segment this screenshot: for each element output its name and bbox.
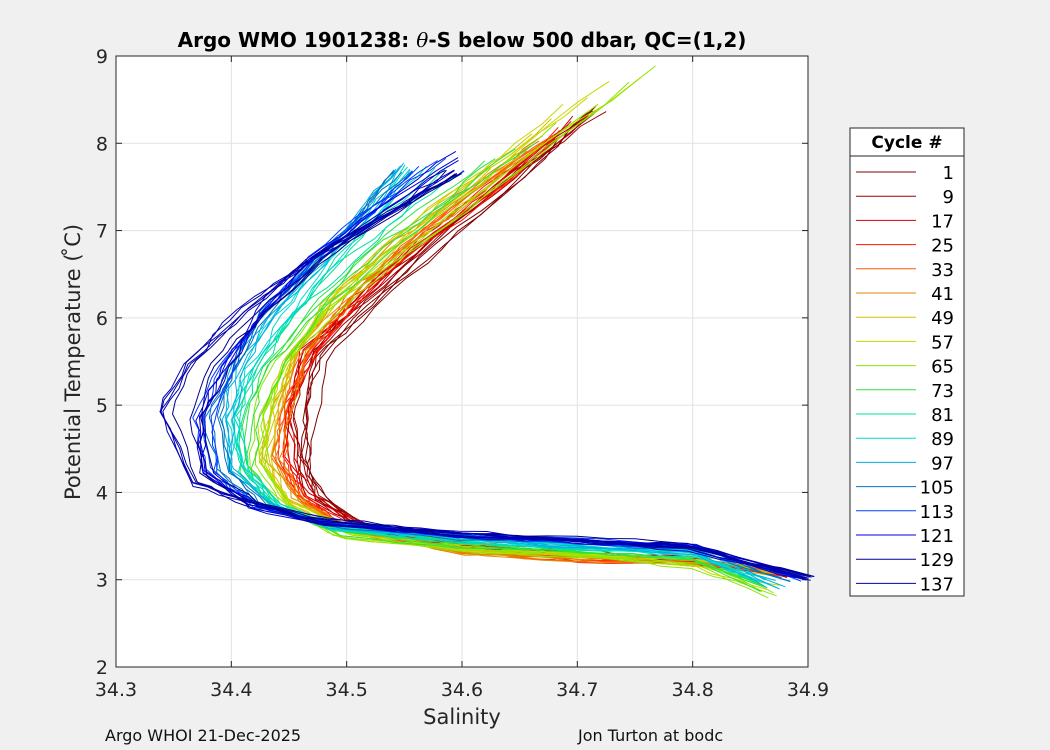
profile-line xyxy=(189,174,807,581)
chart-title: Argo WMO 1901238: θ-S below 500 dbar, QC… xyxy=(178,28,747,52)
legend-label: 57 xyxy=(931,332,954,353)
y-tick-label: 8 xyxy=(96,133,108,155)
profile-line xyxy=(262,161,778,570)
legend-entries: 1 9 17 25 33 41 49 57 65 73 81 89 97 105 113 121 129 137 xyxy=(856,163,954,595)
x-tick-labels: 34.3 34.4 34.5 34.6 34.7 34.8 34.9 xyxy=(95,679,829,701)
profile-line xyxy=(238,160,761,586)
y-tick-label: 9 xyxy=(96,46,108,68)
y-axis-label: Potential Temperature ( ̊C) xyxy=(61,224,85,500)
profile-line xyxy=(199,159,809,581)
legend-label: 81 xyxy=(931,405,954,426)
legend-label: 89 xyxy=(931,429,954,450)
legend-box xyxy=(849,127,965,597)
legend-label: 33 xyxy=(931,260,954,281)
legend-title: Cycle # xyxy=(871,133,942,153)
x-tick-label: 34.4 xyxy=(210,679,252,701)
legend-label: 9 xyxy=(943,187,954,208)
profile-line xyxy=(162,170,811,578)
profile-line xyxy=(160,169,815,578)
legend-label: 121 xyxy=(920,526,954,547)
profile-line xyxy=(258,77,768,590)
x-tick-label: 34.7 xyxy=(556,679,598,701)
plot-frame xyxy=(115,55,809,668)
chart-title-theta: θ xyxy=(416,28,428,52)
profile-line xyxy=(254,103,774,594)
legend-label: 49 xyxy=(931,308,954,329)
y-tick-label: 6 xyxy=(96,308,108,330)
legend-label: 137 xyxy=(920,574,954,595)
x-tick-label: 34.6 xyxy=(441,679,483,701)
x-axis-label: Salinity xyxy=(423,705,501,729)
y-tick-label: 5 xyxy=(96,395,108,417)
legend-label: 73 xyxy=(931,381,954,402)
profile-line xyxy=(248,122,762,593)
legend-label: 105 xyxy=(920,478,954,499)
profile-lines xyxy=(159,65,815,599)
legend: Cycle # 1 9 17 25 33 41 49 57 65 73 81 89 97 105 113 12… xyxy=(849,127,965,597)
legend-label: 17 xyxy=(931,211,954,232)
y-tick-label: 2 xyxy=(96,657,108,679)
profile-line xyxy=(260,81,777,597)
series-line-cycle-65 xyxy=(261,65,769,599)
y-tick-label: 3 xyxy=(96,570,108,592)
profile-line xyxy=(283,140,772,569)
x-tick-label: 34.8 xyxy=(672,679,714,701)
legend-label: 129 xyxy=(920,550,954,571)
legend-label: 41 xyxy=(931,284,954,305)
footer-right-credit: Jon Turton at bodc xyxy=(578,726,724,745)
legend-label: 1 xyxy=(943,163,954,184)
series-line-cycle-41 xyxy=(278,141,778,570)
chart-title-prefix: Argo WMO 1901238: xyxy=(178,28,417,52)
y-tick-label: 7 xyxy=(96,221,108,243)
legend-label: 113 xyxy=(920,502,954,523)
y-tick-labels: 2 3 4 5 6 7 8 9 xyxy=(96,46,108,679)
chart-title-suffix: -S below 500 dbar, QC=(1,2) xyxy=(428,28,746,52)
y-tick-label: 4 xyxy=(96,482,108,504)
legend-label: 97 xyxy=(931,453,954,474)
x-tick-label: 34.3 xyxy=(95,679,137,701)
plot-axes: 34.3 34.4 34.5 34.6 34.7 34.8 34.9 2 3 4 5 6 7 8 9 xyxy=(95,46,829,701)
x-tick-label: 34.5 xyxy=(326,679,368,701)
profile-line xyxy=(221,165,780,590)
legend-label: 65 xyxy=(931,357,954,378)
footer-left-credit: Argo WHOI 21-Dec-2025 xyxy=(105,726,302,745)
legend-label: 25 xyxy=(931,236,954,257)
x-tick-label: 34.9 xyxy=(787,679,829,701)
